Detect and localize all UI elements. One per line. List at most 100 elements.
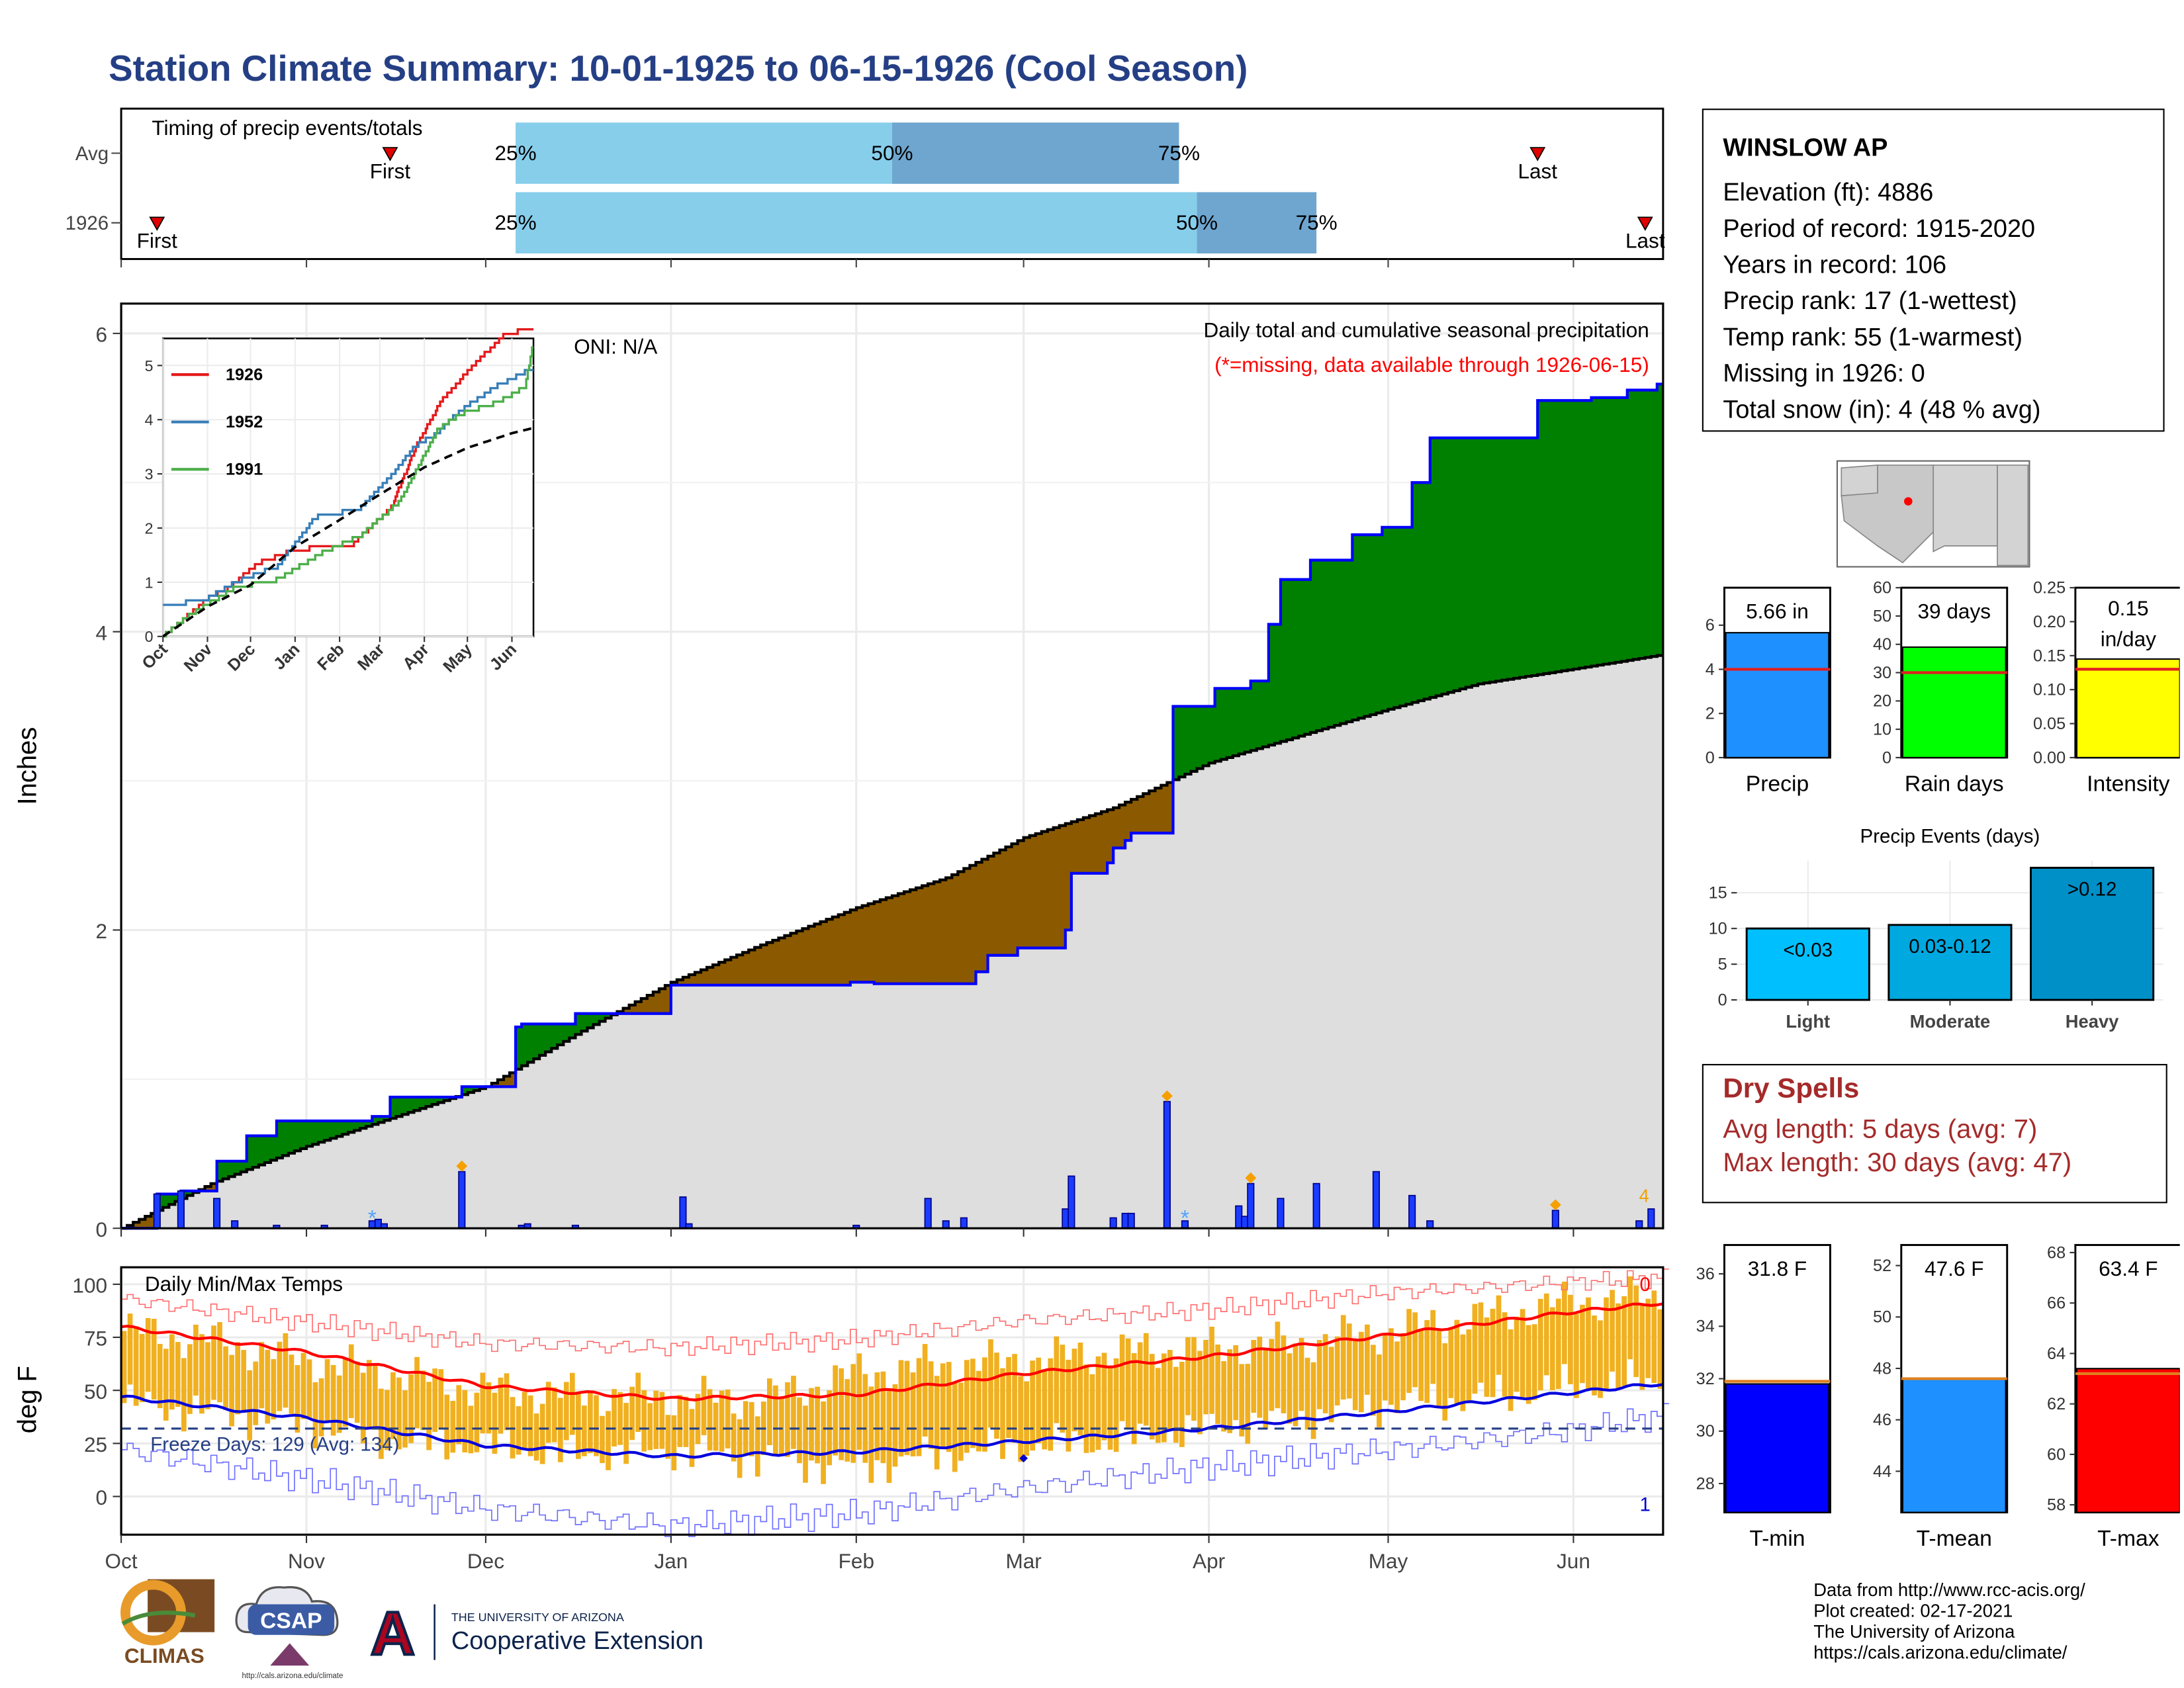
summary-value-label: 31.8 F [1748,1257,1807,1280]
summary-panel: 44 46 48 50 52 47.6 F T-mean [1873,1244,2009,1551]
deficit-fill [688,975,696,985]
surplus-fill [390,1096,397,1119]
surplus-fill [1238,688,1246,754]
surplus-fill [1520,437,1527,678]
daily-temp-bar [181,1358,187,1432]
daily-temp-bar [1125,1338,1131,1429]
daily-temp-bar [1639,1306,1645,1390]
daily-temp-bar [277,1341,283,1411]
surplus-fill [1214,688,1222,762]
surplus-fill [1633,390,1640,660]
daily-temp-bar [504,1373,510,1431]
daily-temp-bar [821,1401,826,1484]
temp-y-tick-label: 100 [72,1273,107,1297]
daily-temp-bar [677,1395,683,1447]
daily-temp-bar [539,1403,545,1464]
daily-temp-bar [1610,1290,1615,1372]
summary-value-bar [1901,646,2007,758]
deficit-fill [737,955,744,985]
daily-temp-bar [259,1342,265,1409]
surplus-fill [348,1120,355,1133]
daily-temp-bar [133,1326,139,1406]
precip-events-y-tick-label: 10 [1709,920,1727,938]
daily-temp-bar [1071,1349,1077,1432]
daily-temp-bar [1304,1357,1310,1430]
surplus-fill [569,1024,576,1038]
daily-temp-bar [373,1364,378,1428]
precip-y-tick-label: 6 [96,323,108,347]
surplus-fill [1514,437,1521,679]
ua-logo-bottom: Cooperative Extension [451,1627,704,1655]
daily-temp-bar [1281,1335,1287,1413]
record-high-count: 0 [1640,1274,1651,1296]
daily-temp-bar [300,1353,306,1419]
daily-precip-bar [1235,1205,1243,1229]
daily-precip-bar [1426,1220,1434,1229]
surplus-fill [246,1135,253,1170]
summary-y-tick-label: 6 [1706,616,1715,635]
daily-temp-bar [1203,1339,1208,1415]
daily-precip-bar [1551,1210,1559,1229]
deficit-fill [725,959,732,985]
surplus-fill [473,1087,480,1091]
deficit-fill [808,926,815,985]
deficit-fill [743,952,750,985]
precip-events-y-tick-label: 0 [1718,991,1727,1010]
summary-y-tick-label: 0 [1882,748,1891,767]
surplus-fill [1657,384,1664,656]
surplus-fill [587,1013,594,1028]
timing-last-marker [1637,216,1653,231]
summary-y-tick-label: 36 [1696,1265,1715,1284]
surplus-fill [1496,437,1502,682]
summary-y-tick-label: 34 [1696,1317,1715,1336]
surplus-fill [516,1026,522,1069]
daily-temp-bar [629,1386,635,1441]
surplus-fill [443,1096,451,1101]
ua-logo-top: THE UNIVERSITY OF ARIZONA [451,1611,624,1624]
avg-max-line [120,1302,1664,1401]
temp-summary-charts: 28 30 32 34 36 31.8 F T-min 44 46 48 50 52 47.6 F T-m… [1696,1243,2180,1551]
station-elevation: Elevation (ft): 4886 [1723,178,1934,206]
summary-value-label: 39 days [1918,599,1991,623]
surplus-fill [1346,560,1353,722]
climas-logo: CLIMAS [120,1579,215,1667]
deficit-fill [862,905,869,983]
daily-temp-bar [934,1376,940,1470]
record-min-line [121,1403,1669,1538]
deficit-fill [778,938,786,985]
daily-temp-bar [175,1342,181,1407]
surplus-fill [372,1116,379,1125]
surplus-fill [312,1120,319,1145]
surplus-fill [1567,400,1574,670]
climatology-line [121,654,1663,1230]
daily-temp-bar [689,1409,695,1467]
precip-chart: * * 0 2 4 6 Inches Daily total and cumulative s… [13,302,1664,1241]
surplus-fill [342,1120,349,1135]
deficit-fill [814,924,821,985]
surplus-fill [1508,437,1514,680]
daily-temp-bar [1030,1360,1036,1451]
surplus-fill [1262,681,1269,747]
daily-temp-bar [1024,1381,1029,1456]
deficit-fill [1065,823,1072,930]
daily-temp-bar [659,1392,665,1449]
surplus-fill [539,1024,547,1055]
daily-temp-bar [480,1372,486,1434]
daily-temp-bar [241,1350,247,1413]
deficit-fill [629,1004,636,1014]
deficit-fill [670,982,678,985]
deficit-fill [802,928,809,985]
daily-precip-bar [1647,1208,1655,1229]
deficit-fill [838,914,845,985]
temp-x-tick-label: Jan [654,1549,688,1573]
timing-last-label: Last [1518,159,1557,183]
daily-temp-bar [970,1358,976,1448]
summary-y-tick-label: 0.05 [2033,715,2066,733]
daily-temp-bar [527,1395,533,1456]
surplus-fill [432,1096,439,1105]
daily-temp-bar [874,1372,880,1460]
deficit-fill [1089,815,1096,873]
daily-temp-bar [1651,1290,1657,1383]
surplus-fill [1179,706,1186,777]
